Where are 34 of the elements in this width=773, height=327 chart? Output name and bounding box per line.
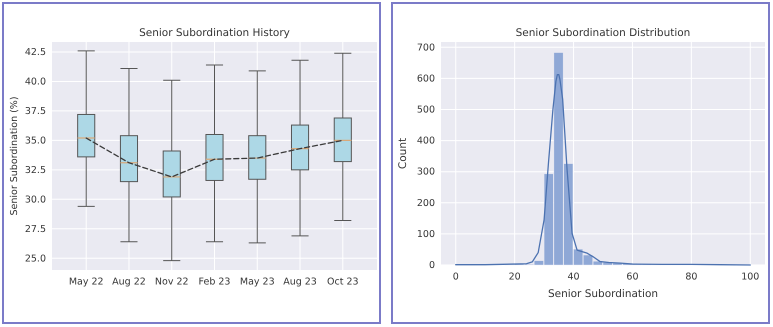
y-axis-title: Senior Subordination (%) bbox=[9, 96, 20, 216]
y-tick-label: 25.0 bbox=[24, 253, 46, 264]
x-tick-label: May 23 bbox=[240, 276, 275, 288]
y-tick-label: 35.0 bbox=[24, 135, 46, 146]
y-tick-label: 500 bbox=[416, 104, 435, 116]
y-tick-label: 400 bbox=[416, 136, 435, 147]
x-tick-label: 20 bbox=[508, 272, 521, 283]
x-tick-label: 100 bbox=[741, 272, 760, 283]
x-tick-label: Feb 23 bbox=[198, 276, 230, 288]
y-tick-label: 600 bbox=[416, 73, 435, 84]
y-tick-label: 30.0 bbox=[24, 194, 46, 206]
x-tick-label: 0 bbox=[452, 272, 459, 283]
y-tick-label: 300 bbox=[416, 166, 435, 178]
y-tick-label: 37.5 bbox=[24, 106, 46, 117]
y-axis-title: Count bbox=[397, 138, 409, 170]
x-axis-title: Senior Subordination bbox=[548, 288, 658, 300]
y-tick-label: 40.0 bbox=[24, 76, 46, 88]
y-tick-label: 27.5 bbox=[24, 224, 46, 235]
y-tick-label: 700 bbox=[416, 42, 435, 54]
x-tick-label: Oct 23 bbox=[327, 276, 359, 288]
x-tick-label: Nov 22 bbox=[154, 276, 189, 288]
chart-title: Senior Subordination Distribution bbox=[516, 27, 690, 39]
y-tick-label: 200 bbox=[416, 198, 435, 209]
chart-title: Senior Subordination History bbox=[139, 27, 290, 39]
x-tick-label: 60 bbox=[626, 272, 638, 283]
y-tick-label: 32.5 bbox=[24, 164, 46, 176]
y-tick-label: 42.5 bbox=[24, 47, 46, 58]
y-tick-label: 0 bbox=[428, 260, 435, 272]
x-tick-label: May 22 bbox=[68, 276, 104, 288]
x-tick-label: Aug 23 bbox=[283, 276, 317, 288]
x-tick-label: Aug 22 bbox=[112, 276, 146, 288]
y-tick-label: 100 bbox=[416, 228, 435, 240]
x-tick-label: 80 bbox=[685, 272, 698, 283]
x-tick-label: 40 bbox=[568, 272, 580, 283]
